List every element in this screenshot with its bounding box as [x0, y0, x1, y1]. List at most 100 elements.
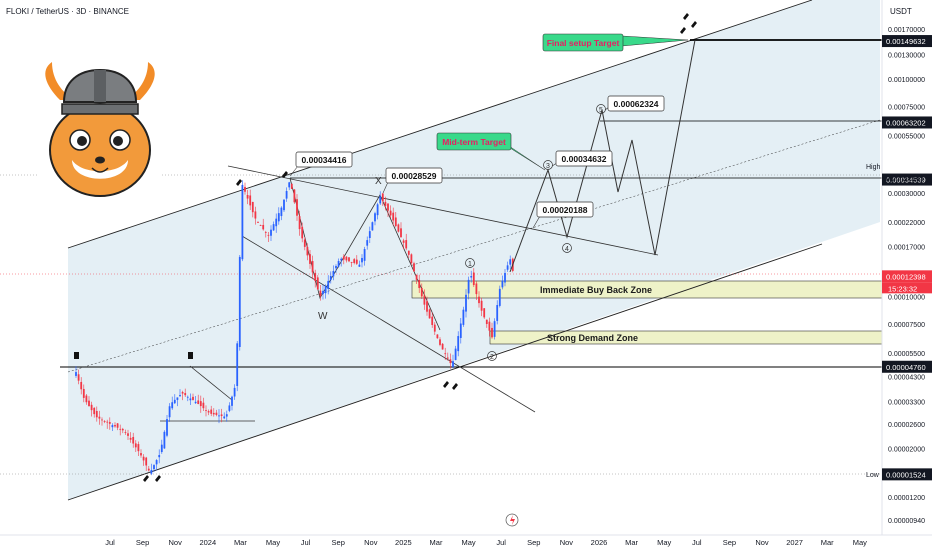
- y-tick-16: 0.00001200: [888, 495, 925, 502]
- lightning-icon[interactable]: [505, 513, 519, 527]
- candle-136: [428, 308, 431, 319]
- candle-66: [246, 190, 249, 205]
- candle-50: [205, 405, 207, 417]
- candle-121: [389, 205, 392, 219]
- final-setup-target-callout: Final setup Target: [542, 33, 689, 52]
- channel-mid-line: [67, 119, 881, 373]
- y-tick-1: 0.00130000: [888, 52, 925, 59]
- floki-logo-icon: [39, 60, 162, 205]
- candle-2: [80, 377, 83, 395]
- x-tick-18: Jul: [692, 538, 702, 547]
- currency-label: USDT: [890, 7, 912, 16]
- x-tick-0: Jul: [105, 538, 115, 547]
- candle-124: [397, 223, 400, 233]
- candle-98: [329, 271, 332, 284]
- candle-102: [340, 257, 343, 267]
- candle-123: [394, 211, 397, 228]
- y-tick-10: 0.00005500: [888, 351, 925, 358]
- svg-text:0.00020188: 0.00020188: [543, 205, 588, 215]
- candle-85: [296, 194, 298, 221]
- x-tick-17: May: [657, 538, 671, 547]
- candle-109: [358, 260, 361, 267]
- svg-text:5: 5: [599, 107, 603, 114]
- candle-107: [353, 258, 356, 265]
- y-tick-6: 0.00022000: [888, 220, 925, 227]
- candle-106: [350, 261, 353, 267]
- x-tick-20: Nov: [755, 538, 769, 547]
- candle-89: [306, 243, 309, 261]
- candle-8: [95, 406, 98, 422]
- candle-13: [108, 417, 111, 430]
- candle-93: [316, 275, 319, 290]
- candle-157: [483, 307, 486, 319]
- candle-40: [179, 389, 181, 397]
- candle-150: [465, 289, 467, 318]
- wave-4: 4: [562, 243, 572, 253]
- candle-45: [192, 393, 194, 401]
- candle-78: [277, 207, 280, 225]
- y-tick-13: 0.00002600: [888, 422, 925, 429]
- candle-28: [147, 466, 150, 472]
- candle-113: [368, 226, 371, 243]
- candle-44: [189, 393, 192, 406]
- svg-text:0.00062324: 0.00062324: [614, 99, 659, 109]
- candle-154: [475, 281, 478, 300]
- x-tick-23: May: [853, 538, 867, 547]
- candle-139: [436, 334, 439, 339]
- candle-114: [371, 221, 374, 231]
- candle-41: [181, 390, 184, 401]
- x-tick-11: May: [462, 538, 476, 547]
- svg-text:Final setup Target: Final setup Target: [547, 38, 620, 48]
- candle-18: [121, 427, 124, 434]
- candle-73: [264, 230, 267, 238]
- candle-163: [498, 285, 501, 308]
- candle-119: [384, 196, 387, 211]
- immediate-buy-back-zone-label: Immediate Buy Back Zone: [540, 285, 652, 295]
- y-tick-8: 0.00010000: [888, 295, 925, 302]
- price-label-0: 0.00149632: [882, 35, 932, 48]
- candle-125: [400, 222, 402, 238]
- candle-156: [480, 297, 483, 317]
- svg-text:0.00063202: 0.00063202: [886, 118, 926, 127]
- candle-142: [444, 347, 447, 360]
- ascending-channel-fill: [68, 0, 880, 500]
- marker-icons: [74, 13, 697, 482]
- svg-text:15:23:32: 15:23:32: [888, 284, 917, 293]
- candle-101: [337, 258, 340, 268]
- candle-64: [241, 180, 244, 262]
- mid-term-target-callout: Mid-term Target: [436, 132, 546, 171]
- candle-140: [439, 337, 441, 347]
- svg-text:0.00012398: 0.00012398: [886, 272, 926, 281]
- svg-text:0.00004760: 0.00004760: [886, 363, 926, 372]
- candles-group: [75, 180, 514, 476]
- chart-title: FLOKI / TetherUS · 3D · BINANCE: [6, 7, 129, 16]
- candle-36: [168, 403, 171, 422]
- candle-84: [293, 188, 296, 204]
- y-tick-11: 0.00004300: [888, 374, 925, 381]
- candle-129: [410, 253, 413, 266]
- candle-34: [163, 430, 166, 449]
- candle-143: [446, 352, 449, 361]
- candle-24: [137, 441, 140, 456]
- candle-97: [327, 275, 330, 295]
- candle-152: [470, 270, 473, 283]
- channel-lower-line: [67, 243, 823, 501]
- candle-120: [387, 202, 389, 217]
- candle-0: [75, 366, 77, 378]
- candle-82: [288, 181, 291, 191]
- candle-155: [478, 291, 480, 308]
- callout-00028529: 0.00028529: [382, 167, 443, 194]
- wave-2: 2: [487, 351, 497, 361]
- y-tick-labels: 0.00170000 0.00130000 0.00100000 0.00075000…: [888, 27, 925, 525]
- strong-demand-zone-label: Strong Demand Zone: [547, 333, 638, 343]
- candle-74: [267, 231, 270, 242]
- price-label-1: 0.00063202: [882, 116, 932, 129]
- price-label-2: 0.00034539: [882, 173, 932, 186]
- price-label-3: 0.00012398: [882, 270, 932, 283]
- candle-117: [379, 191, 382, 205]
- candle-7: [93, 407, 96, 418]
- candle-29: [150, 463, 153, 476]
- x-tick-1: Sep: [136, 538, 149, 547]
- candle-162: [496, 300, 499, 325]
